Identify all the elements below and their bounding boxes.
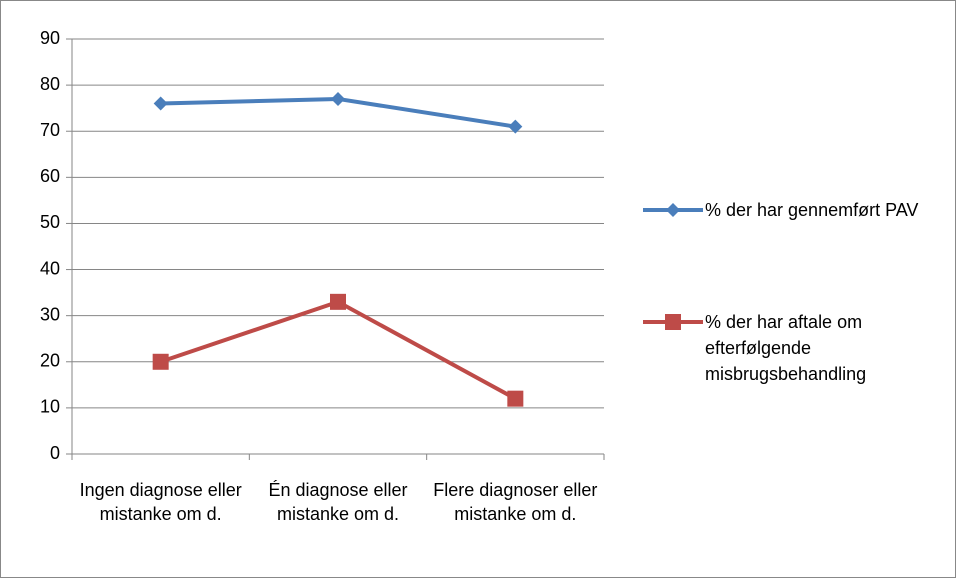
- y-tick-label: 10: [40, 397, 60, 417]
- x-tick-label: Én diagnose eller mistanke om d.: [268, 480, 408, 524]
- y-tick-label: 90: [40, 28, 60, 48]
- legend-marker: [666, 203, 680, 217]
- y-tick-label: 0: [50, 443, 60, 463]
- y-tick-label: 50: [40, 212, 60, 232]
- data-point: [507, 390, 524, 407]
- y-tick-label: 80: [40, 74, 60, 94]
- y-tick-label: 30: [40, 304, 60, 324]
- legend-marker: [665, 314, 681, 330]
- legend-label: % der har aftale om efterfølgende misbru…: [705, 312, 867, 384]
- y-tick-label: 60: [40, 166, 60, 186]
- legend-label: % der har gennemført PAV: [705, 200, 919, 220]
- data-point: [330, 293, 346, 310]
- data-point: [508, 119, 523, 134]
- x-tick-label: Ingen diagnose eller mistanke om d.: [79, 480, 242, 524]
- x-tick-label: Flere diagnoser eller mistanke om d.: [433, 480, 598, 524]
- y-tick-label: 40: [40, 258, 60, 278]
- y-tick-label: 70: [40, 120, 60, 140]
- data-point: [331, 91, 345, 106]
- data-point: [153, 96, 168, 111]
- data-point: [152, 353, 169, 370]
- y-tick-label: 20: [40, 351, 60, 371]
